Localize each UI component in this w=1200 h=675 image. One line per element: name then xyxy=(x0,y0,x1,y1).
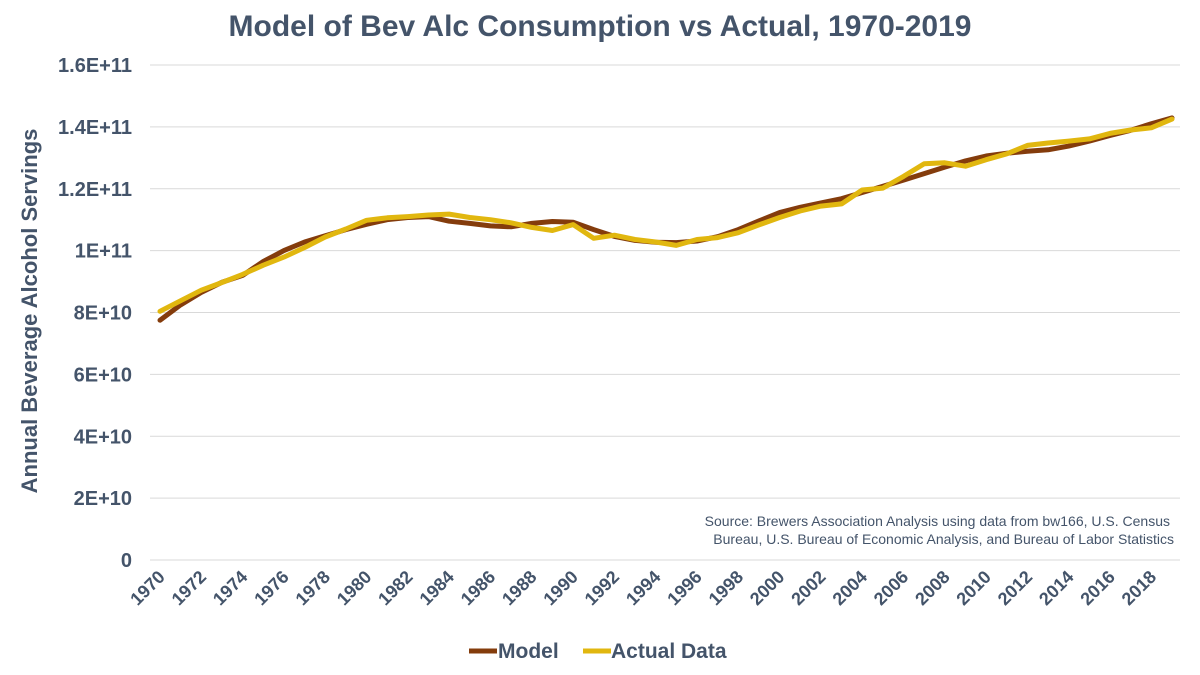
y-tick-label: 1.4E+11 xyxy=(58,117,132,139)
chart-title: Model of Bev Alc Consumption vs Actual, … xyxy=(229,10,972,43)
source-note-line-2: Bureau, U.S. Bureau of Economic Analysis… xyxy=(713,531,1174,547)
y-tick-label: 4E+10 xyxy=(74,426,132,448)
x-tick-label: 1972 xyxy=(168,567,210,609)
x-tick-label: 1990 xyxy=(539,567,581,609)
x-tick-label: 2004 xyxy=(829,567,871,609)
y-tick-label: 8E+10 xyxy=(74,303,132,325)
x-tick-label: 1996 xyxy=(663,567,705,609)
x-tick-label: 2000 xyxy=(746,567,788,609)
x-tick-label: 1988 xyxy=(498,567,540,609)
legend-label-model: Model xyxy=(498,640,559,663)
x-tick-label: 2008 xyxy=(911,567,953,609)
y-axis-label: Annual Beverage Alcohol Servings xyxy=(17,129,42,494)
x-tick-label: 2010 xyxy=(952,567,994,609)
x-tick-label: 1978 xyxy=(292,567,334,609)
legend-label-actual-data: Actual Data xyxy=(611,640,727,663)
source-note-line-1: Source: Brewers Association Analysis usi… xyxy=(705,513,1170,529)
y-tick-label: 6E+10 xyxy=(74,364,132,386)
x-tick-label: 2006 xyxy=(870,567,912,609)
x-tick-label: 2012 xyxy=(994,567,1036,609)
x-tick-label: 1984 xyxy=(416,567,458,609)
x-tick-label: 2016 xyxy=(1076,567,1118,609)
x-tick-label: 1986 xyxy=(457,567,499,609)
x-axis-ticks: 1970197219741976197819801982198419861988… xyxy=(126,567,1160,609)
series-line-actual-data xyxy=(157,116,1175,314)
x-tick-label: 1998 xyxy=(705,567,747,609)
x-tick-label: 1976 xyxy=(250,567,292,609)
y-tick-label: 2E+10 xyxy=(74,488,132,510)
y-tick-label: 1.2E+11 xyxy=(58,179,132,201)
legend: Model Actual Data xyxy=(469,640,727,663)
series-lines xyxy=(157,115,1175,323)
x-tick-label: 2014 xyxy=(1035,567,1077,609)
x-tick-label: 1974 xyxy=(209,567,251,609)
y-tick-label: 1.6E+11 xyxy=(58,55,132,77)
x-tick-label: 1970 xyxy=(126,567,168,609)
x-tick-label: 1992 xyxy=(581,567,623,609)
x-tick-label: 2018 xyxy=(1118,567,1160,609)
y-tick-label: 0 xyxy=(121,550,132,572)
x-tick-label: 1994 xyxy=(622,567,664,609)
x-tick-label: 1980 xyxy=(333,567,375,609)
gridlines xyxy=(150,64,1180,561)
y-axis-ticks: 0 2E+10 4E+10 6E+10 8E+10 1E+11 1.2E+11 1.4E+11… xyxy=(58,55,132,572)
x-tick-label: 2002 xyxy=(787,567,829,609)
x-tick-label: 1982 xyxy=(374,567,416,609)
y-tick-label: 1E+11 xyxy=(75,241,132,263)
